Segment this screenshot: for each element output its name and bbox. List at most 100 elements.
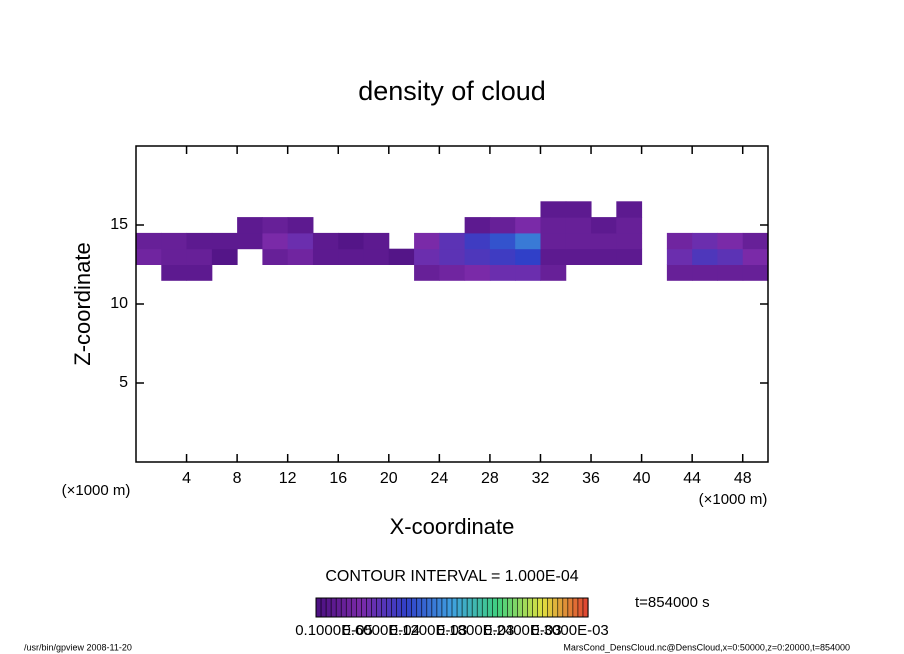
colorbar-swatch	[330, 597, 337, 618]
cell	[287, 232, 314, 250]
cell	[363, 248, 390, 265]
cell	[489, 248, 516, 265]
colorbar-swatch	[542, 597, 549, 618]
colorbar-swatch	[461, 597, 468, 618]
cell	[666, 248, 693, 265]
cell	[186, 232, 213, 250]
colorbar-label: 0.6000E-04	[342, 622, 420, 639]
y-tick-label: 10	[110, 295, 128, 312]
cell	[186, 248, 213, 265]
cell	[414, 264, 440, 281]
cell	[161, 232, 188, 250]
x-tick-label: 36	[582, 470, 600, 487]
colorbar-swatch	[567, 597, 574, 618]
cell	[540, 264, 567, 281]
cell	[565, 248, 592, 265]
colorbar-swatch	[491, 597, 498, 618]
x-tick-label: 12	[279, 470, 297, 487]
cell	[439, 248, 466, 265]
colorbar-swatch	[436, 597, 443, 618]
x-tick-label: 16	[329, 470, 347, 487]
colorbar-swatch	[361, 597, 367, 618]
colorbar-swatch	[577, 597, 584, 618]
cell	[692, 248, 718, 265]
y-axis-label: Z-coordinate	[70, 242, 95, 366]
footer-right: MarsCond_DensCloud.nc@DensCloud,x=0:5000…	[563, 642, 850, 652]
contour-interval: CONTOUR INTERVAL = 1.000E-04	[325, 568, 578, 585]
cell	[464, 248, 491, 265]
cell	[136, 248, 162, 265]
x-tick-label: 28	[481, 470, 499, 487]
colorbar-swatch	[522, 597, 529, 618]
y-tick-label: 5	[119, 374, 128, 391]
cell	[186, 264, 213, 281]
colorbar-swatch	[507, 597, 514, 618]
colorbar-swatch	[426, 597, 433, 618]
colorbar-swatch	[547, 597, 554, 618]
colorbar-swatch	[532, 597, 539, 618]
cell	[287, 217, 314, 234]
cell	[540, 217, 567, 234]
colorbar-swatch	[476, 597, 483, 618]
cell	[540, 232, 567, 250]
colorbar-swatch	[441, 597, 448, 618]
x-tick-label: 4	[182, 470, 191, 487]
x-tick-label: 20	[380, 470, 398, 487]
cell	[692, 232, 718, 250]
cell	[439, 264, 466, 281]
x-unit-right: (×1000 m)	[699, 491, 768, 508]
cell	[237, 217, 263, 234]
cell	[262, 248, 289, 265]
colorbar-swatch	[562, 597, 569, 618]
colorbar-swatch	[421, 597, 428, 618]
colorbar-label: 0.1000E-05	[295, 622, 373, 639]
cell	[616, 232, 643, 250]
cell	[666, 264, 693, 281]
colorbar-label: 0.1200E-03	[390, 622, 468, 639]
colorbar-swatch	[355, 597, 362, 618]
colorbar-swatch	[406, 597, 413, 618]
chart-title: density of cloud	[358, 76, 546, 106]
cell	[237, 232, 263, 250]
cell	[616, 248, 643, 265]
cell	[515, 248, 541, 265]
cell	[489, 264, 516, 281]
colorbar-frame	[315, 597, 589, 618]
plot-frame	[135, 145, 769, 463]
colorbar-swatch	[486, 597, 493, 618]
colorbar-swatch	[350, 597, 357, 618]
cell	[717, 248, 744, 265]
x-tick-label: 24	[430, 470, 448, 487]
colorbar-swatch	[512, 597, 519, 618]
colorbar-swatch	[552, 597, 559, 618]
cell	[363, 232, 390, 250]
cell	[262, 217, 289, 234]
colorbar-swatch	[431, 597, 438, 618]
colorbar-swatch	[315, 597, 322, 618]
cell	[692, 264, 718, 281]
cell	[515, 232, 541, 250]
colorbar-swatch	[401, 597, 408, 618]
colorbar-swatch	[366, 597, 373, 618]
cell	[742, 232, 769, 250]
cell	[515, 217, 541, 234]
cell	[338, 232, 365, 250]
x-tick-label: 44	[683, 470, 701, 487]
cell	[565, 201, 592, 218]
colorbar-label: 0.1800E-03	[437, 622, 515, 639]
x-tick-label: 8	[233, 470, 242, 487]
colorbar-swatch	[391, 597, 398, 618]
colorbar-swatch	[537, 597, 544, 618]
time-label: t=854000 s	[635, 594, 710, 611]
cell	[540, 201, 567, 218]
cell	[464, 232, 491, 250]
cell	[439, 232, 466, 250]
colorbar-swatch	[466, 597, 473, 618]
colorbar-swatch	[411, 597, 418, 618]
footer-left: /usr/bin/gpview 2008-11-20	[24, 642, 132, 652]
cell	[591, 232, 617, 250]
cell	[211, 232, 238, 250]
cell	[540, 248, 567, 265]
cell	[312, 248, 339, 265]
